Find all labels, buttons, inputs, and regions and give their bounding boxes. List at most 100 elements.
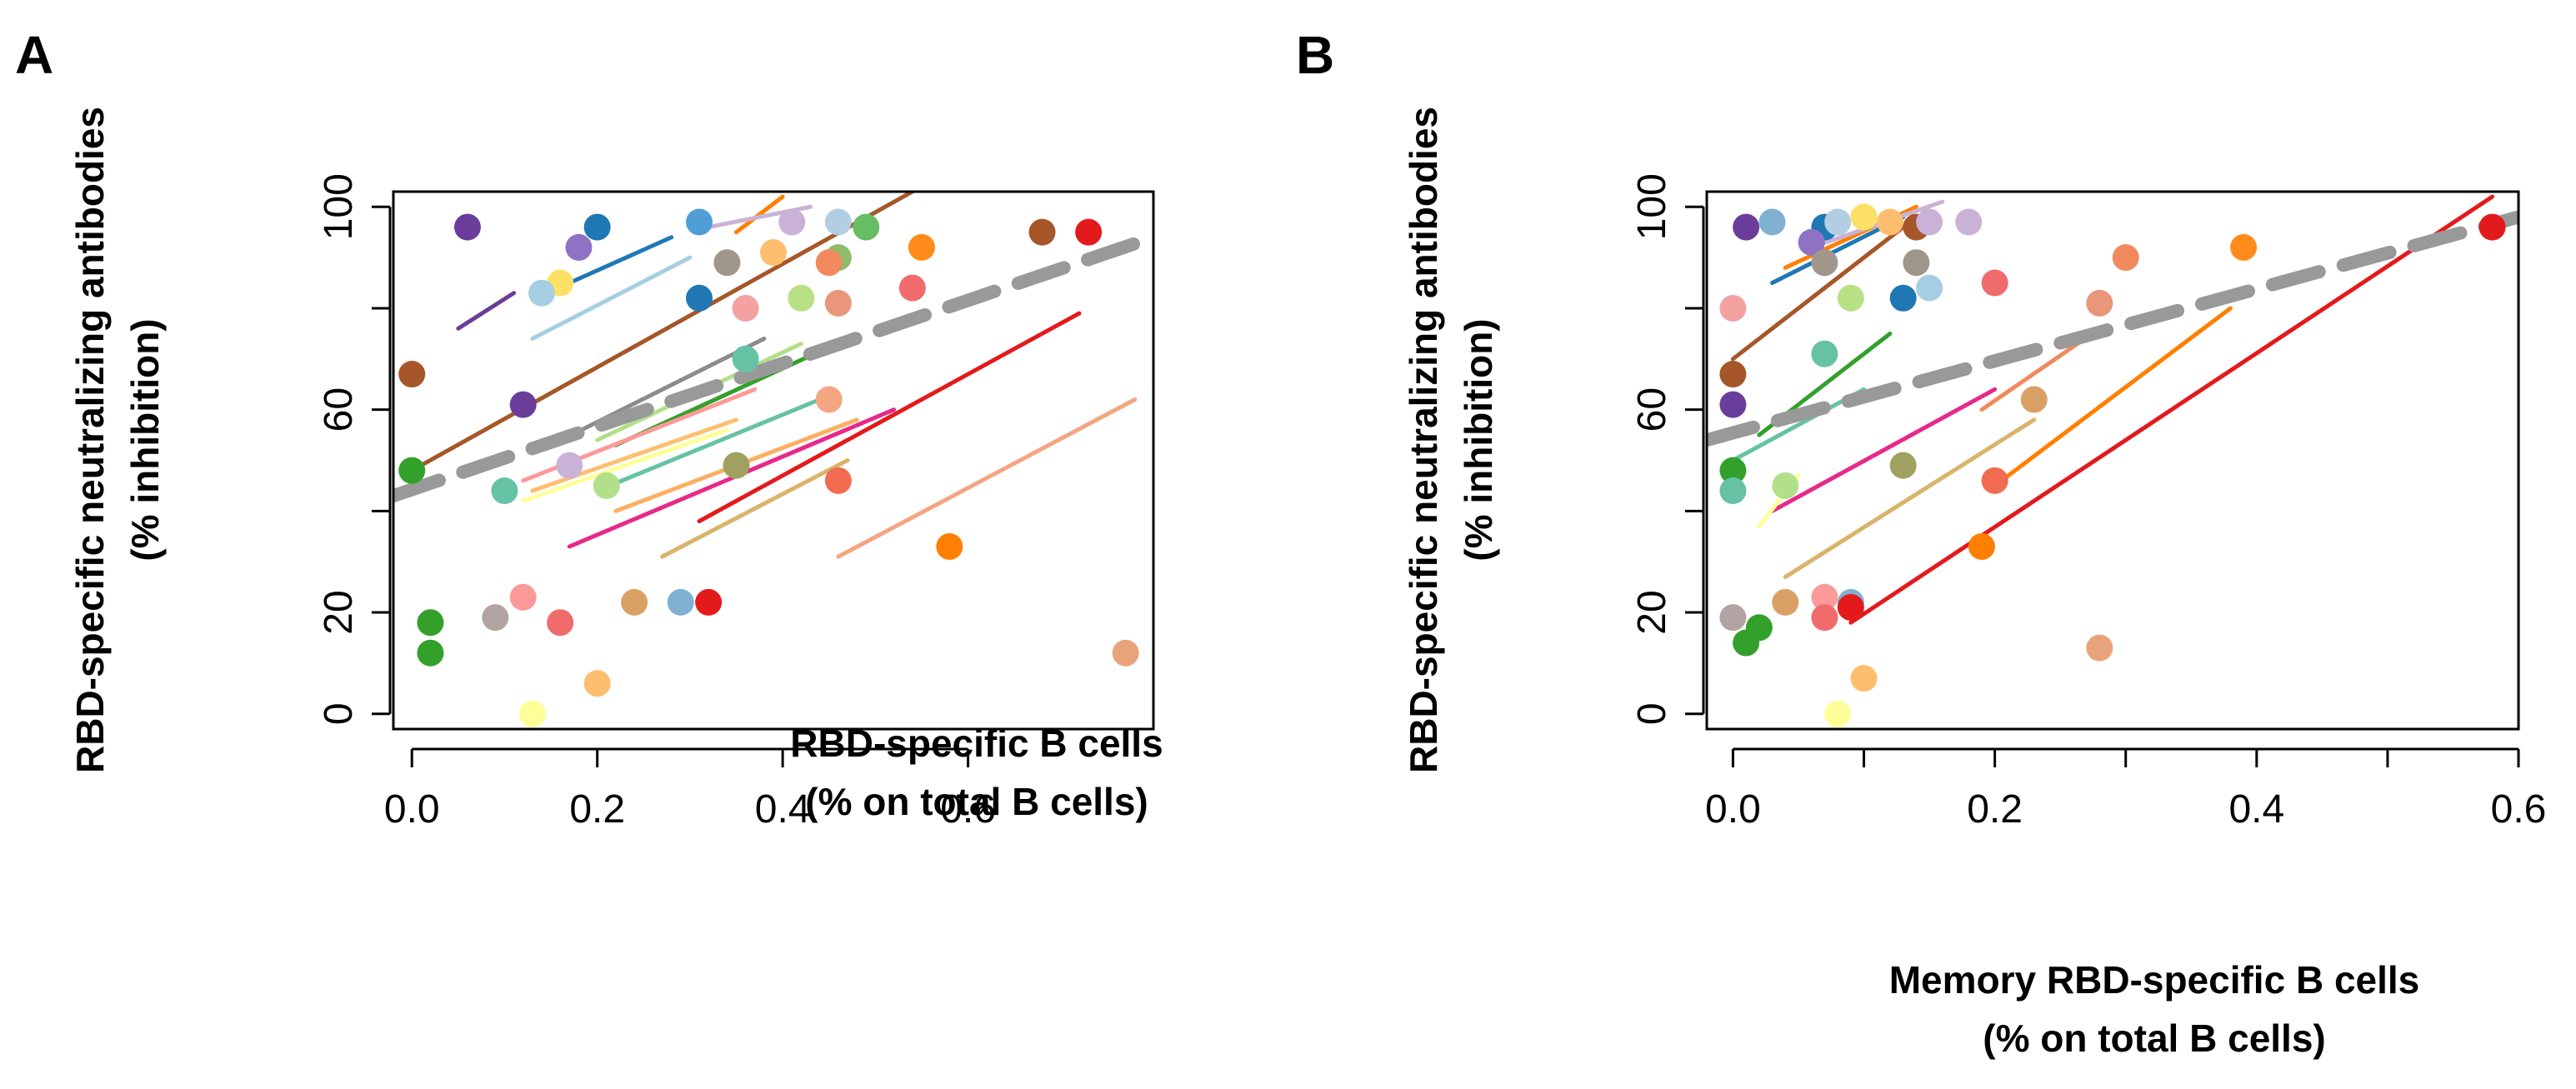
panel-b-point-27: [1772, 472, 1799, 499]
panel-b-fit-line-6: [1730, 225, 1906, 362]
panel-b-x-tick-label-3: 0.6: [2491, 787, 2547, 832]
panel-a-x-title-line1: RBD-specific B cells: [790, 722, 1163, 765]
panel-b-point-26: [1719, 477, 1747, 505]
panel-b-y-tick-label-3: 100: [1630, 173, 1674, 240]
panel-a-plot-frame: [392, 190, 1155, 731]
panel-a-point-3: [565, 233, 593, 261]
panel-a-fit-line-4: [734, 194, 785, 235]
panel-a-point-21: [398, 361, 426, 388]
panel-a-y-title-line1: RBD-specific neutralizing antibodies: [68, 107, 112, 773]
panel-b-point-8: [1955, 208, 1983, 236]
panel-b-letter: B: [1296, 25, 1334, 85]
panel-b-point-18: [2112, 244, 2139, 272]
panel-b-point-38: [1837, 593, 1864, 621]
panel-a-point-25: [398, 457, 426, 484]
panel-a-y-axis: 0 20 60 100: [317, 173, 392, 725]
panel-a-y-tick-label-0: 0: [317, 702, 361, 725]
panel-b-point-41: [2086, 634, 2113, 662]
panel-a-fit-line-2: [530, 255, 693, 341]
panel-b-point-19: [2230, 233, 2258, 261]
panel-a-point-19: [1028, 218, 1056, 246]
panel-a-fit-line-6: [548, 336, 767, 447]
panel-b-fit-line-0: [1848, 194, 2495, 625]
panel-b-point-24: [2020, 386, 2048, 413]
panel-a-x-tick-label-1: 0.2: [569, 787, 625, 832]
panel-a-fit-line-3: [409, 192, 915, 473]
panel-b-point-25: [1719, 457, 1747, 484]
panel-a-overall-fit-line: [393, 230, 1153, 503]
panel-b-x-tick-label-1: 0.2: [1967, 787, 2023, 832]
panel-b-point-30: [1968, 532, 1995, 560]
panel-a-point-1: [583, 213, 611, 241]
panel-b-point-3: [1824, 208, 1852, 236]
panel-a-point-16: [824, 289, 852, 317]
panel-a-point-34: [417, 609, 444, 637]
panel-a-overall-fit: [393, 230, 1153, 503]
panel-a-point-9: [778, 208, 806, 236]
panel-b-y-tick-label-1: 20: [1630, 590, 1674, 634]
panel-a-point-5: [528, 279, 555, 307]
panel-a: A 0 20 60 100 0.0 0.2 0.4 0.6 RBD-specific B c…: [15, 25, 1163, 832]
panel-b-point-16: [1981, 269, 2008, 297]
panel-a-point-30: [824, 467, 852, 494]
panel-a-y-tick-label-1: 20: [317, 590, 361, 634]
panel-a-fit-line-15: [660, 458, 850, 559]
panel-b-point-22: [1811, 340, 1838, 367]
panel-b-point-20: [2478, 213, 2506, 241]
panel-b-fit-line-11: [1809, 199, 1945, 250]
panel-a-x-tick-label-3: 0.6: [940, 787, 996, 832]
panel-a-fit-line-12: [521, 427, 729, 503]
panel-b-x-title-line1: Memory RBD-specific B cells: [1889, 958, 2420, 1002]
panel-b-point-13: [1837, 284, 1864, 312]
panel-b-point-9: [1798, 228, 1825, 256]
panel-a-point-41: [518, 700, 546, 727]
panel-a-point-32: [509, 583, 537, 611]
panel-b-plot-frame: [1705, 190, 2520, 731]
panel-a-point-15: [788, 284, 815, 312]
panel-a-point-42: [1112, 639, 1139, 667]
panel-a-point-18: [898, 274, 926, 302]
panel-a-point-28: [593, 472, 620, 499]
panel-a-point-22: [509, 391, 537, 418]
panel-a-fit-line-1: [567, 235, 674, 286]
panel-a-fit-line-13: [567, 407, 897, 549]
panel-a-point-23: [732, 345, 759, 372]
panel-a-point-0: [453, 213, 481, 241]
panel-b-fit-line-3: [1770, 387, 1998, 513]
panel-b-y-tick-label-0: 0: [1630, 702, 1674, 725]
panel-a-point-10: [824, 208, 852, 236]
panel-a-fit-line-17: [836, 397, 1138, 559]
panel-b-y-title-line1: RBD-specific neutralizing antibodies: [1402, 107, 1445, 773]
panel-b-fit-line-2: [1783, 417, 2037, 579]
panel-b-point-0: [1733, 213, 1760, 241]
panel-a-point-27: [556, 452, 583, 479]
panel-a-point-38: [667, 588, 694, 616]
panel-b-point-29: [1981, 467, 2008, 494]
panel-a-point-6: [686, 284, 713, 312]
panel-a-point-33: [482, 604, 509, 632]
panel-a-x-tick-label-2: 0.4: [755, 787, 811, 832]
panel-b-y-tick-label-2: 60: [1630, 387, 1674, 432]
panel-a-point-17: [908, 233, 935, 261]
panel-b-point-1: [1758, 208, 1786, 236]
panel-a-point-13: [815, 249, 843, 277]
panel-a-point-8: [760, 239, 787, 267]
panel-a-letter: A: [15, 25, 53, 85]
panel-a-fit-line-16: [697, 311, 1082, 524]
panel-a-x-title-line2: (% on total B cells): [805, 780, 1148, 823]
panel-a-fit-line-10: [595, 397, 823, 493]
panel-a-point-26: [491, 477, 518, 505]
panel-a-y-tick-label-2: 60: [317, 387, 361, 432]
panel-b-fit-lines: [1730, 194, 2495, 625]
panel-b-point-12: [1719, 294, 1747, 322]
panel-a-x-tick-label-0: 0.0: [384, 787, 440, 832]
panel-b-overall-fit: [1707, 210, 2518, 447]
panel-b-point-34: [1772, 588, 1799, 616]
panel-b-point-31: [1719, 604, 1747, 632]
panel-a-fit-line-11: [530, 417, 739, 493]
panel-b-point-40: [1824, 700, 1852, 727]
panel-b-point-21: [1719, 361, 1747, 388]
panel-b: B 0 20 60 100 0.0 0.2 0.4 0.6 Memory RBD-speci…: [1296, 25, 2546, 1060]
